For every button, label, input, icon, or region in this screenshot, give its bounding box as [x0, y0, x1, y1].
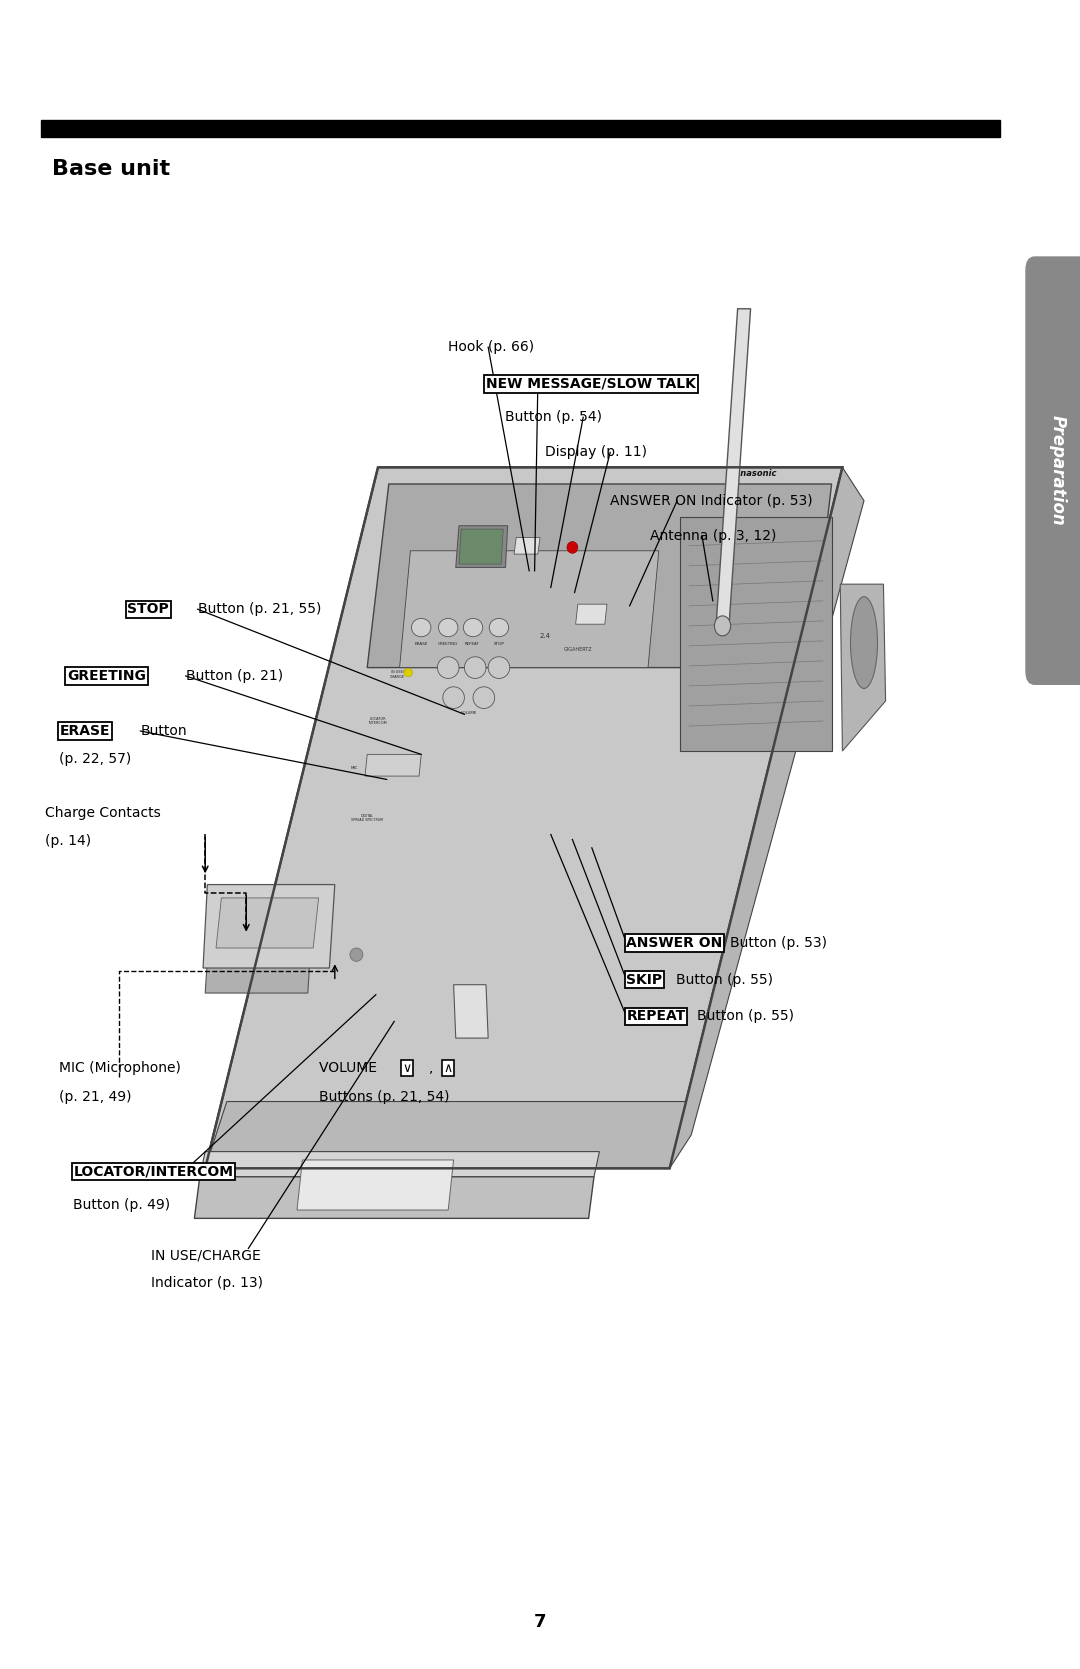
Text: VOLUME: VOLUME	[460, 711, 477, 714]
Polygon shape	[459, 529, 503, 564]
Polygon shape	[200, 1152, 599, 1177]
Ellipse shape	[851, 596, 877, 688]
Polygon shape	[216, 898, 319, 948]
Text: ,: ,	[429, 1061, 433, 1075]
Polygon shape	[716, 309, 751, 626]
Ellipse shape	[411, 619, 431, 636]
Text: Button: Button	[140, 724, 187, 738]
Ellipse shape	[463, 619, 483, 636]
Polygon shape	[203, 885, 335, 968]
Text: IN USE/
CHARGE: IN USE/ CHARGE	[390, 669, 405, 679]
Text: IN USE/CHARGE: IN USE/CHARGE	[151, 1248, 261, 1262]
Ellipse shape	[404, 668, 413, 678]
Text: ANSWER ON Indicator (p. 53): ANSWER ON Indicator (p. 53)	[610, 494, 813, 507]
Ellipse shape	[350, 948, 363, 961]
Text: Hook (p. 66): Hook (p. 66)	[448, 340, 535, 354]
Text: VOLUME: VOLUME	[319, 1061, 381, 1075]
Text: LOCATOR
INTERCOM: LOCATOR INTERCOM	[368, 716, 388, 726]
Polygon shape	[400, 551, 659, 668]
Text: GREETING: GREETING	[67, 669, 146, 683]
Text: Buttons (p. 21, 54): Buttons (p. 21, 54)	[319, 1090, 449, 1103]
Polygon shape	[514, 537, 540, 554]
Text: STOP: STOP	[127, 603, 170, 616]
Text: Button (p. 54): Button (p. 54)	[505, 411, 603, 424]
Text: Button (p. 53): Button (p. 53)	[730, 936, 827, 950]
Ellipse shape	[464, 656, 486, 679]
Text: Preparation: Preparation	[1049, 416, 1066, 526]
Text: Button (p. 21, 55): Button (p. 21, 55)	[198, 603, 321, 616]
Text: Charge Contacts: Charge Contacts	[45, 806, 161, 819]
Ellipse shape	[715, 616, 731, 636]
Bar	[41, 120, 1000, 137]
Ellipse shape	[438, 619, 458, 636]
Text: Base unit: Base unit	[52, 159, 170, 179]
Polygon shape	[680, 517, 832, 751]
Polygon shape	[840, 584, 886, 751]
Polygon shape	[194, 1177, 594, 1218]
FancyBboxPatch shape	[1026, 257, 1080, 684]
Ellipse shape	[443, 688, 464, 708]
Text: (p. 14): (p. 14)	[45, 834, 92, 848]
Text: REPEAT: REPEAT	[626, 1010, 686, 1023]
Text: Panasonic: Panasonic	[730, 469, 778, 477]
Ellipse shape	[488, 656, 510, 679]
Text: (p. 21, 49): (p. 21, 49)	[59, 1090, 132, 1103]
Text: ∨: ∨	[403, 1061, 411, 1075]
Polygon shape	[456, 526, 508, 567]
Text: REPEAT: REPEAT	[464, 643, 480, 646]
Polygon shape	[367, 484, 832, 668]
Polygon shape	[205, 910, 313, 993]
Text: Indicator (p. 13): Indicator (p. 13)	[151, 1277, 264, 1290]
Polygon shape	[205, 467, 842, 1168]
Polygon shape	[454, 985, 488, 1038]
Text: GIGAHERTZ: GIGAHERTZ	[564, 648, 592, 653]
Text: Button (p. 49): Button (p. 49)	[73, 1198, 171, 1212]
Text: ∧: ∧	[444, 1061, 453, 1075]
Polygon shape	[297, 1160, 454, 1210]
Text: LOCATOR/INTERCOM: LOCATOR/INTERCOM	[73, 1165, 233, 1178]
Text: ERASE: ERASE	[415, 643, 428, 646]
Text: Antenna (p. 3, 12): Antenna (p. 3, 12)	[650, 529, 777, 542]
Text: 7: 7	[534, 1614, 546, 1631]
Ellipse shape	[437, 656, 459, 679]
Text: Button (p. 21): Button (p. 21)	[186, 669, 283, 683]
Text: Display (p. 11): Display (p. 11)	[545, 446, 647, 459]
Polygon shape	[205, 1102, 691, 1168]
Text: Button (p. 55): Button (p. 55)	[676, 973, 773, 986]
Text: SKIP: SKIP	[626, 973, 662, 986]
Polygon shape	[365, 754, 421, 776]
Ellipse shape	[489, 619, 509, 636]
Ellipse shape	[567, 541, 578, 554]
Text: MIC: MIC	[351, 766, 357, 769]
Polygon shape	[576, 604, 607, 624]
Text: Button (p. 55): Button (p. 55)	[697, 1010, 794, 1023]
Text: ERASE: ERASE	[59, 724, 110, 738]
Polygon shape	[670, 467, 864, 1168]
Text: MIC (Microphone): MIC (Microphone)	[59, 1061, 181, 1075]
Text: ANSWER ON: ANSWER ON	[626, 936, 723, 950]
Text: NEW MESSAGE/SLOW TALK: NEW MESSAGE/SLOW TALK	[486, 377, 696, 391]
Ellipse shape	[473, 688, 495, 708]
Text: (p. 22, 57): (p. 22, 57)	[59, 753, 132, 766]
Text: GREETING: GREETING	[438, 643, 458, 646]
Text: DIGITAL
SPREAD SPECTRUM: DIGITAL SPREAD SPECTRUM	[351, 813, 383, 823]
Text: 2.4: 2.4	[540, 633, 551, 639]
Text: STOP: STOP	[494, 643, 504, 646]
